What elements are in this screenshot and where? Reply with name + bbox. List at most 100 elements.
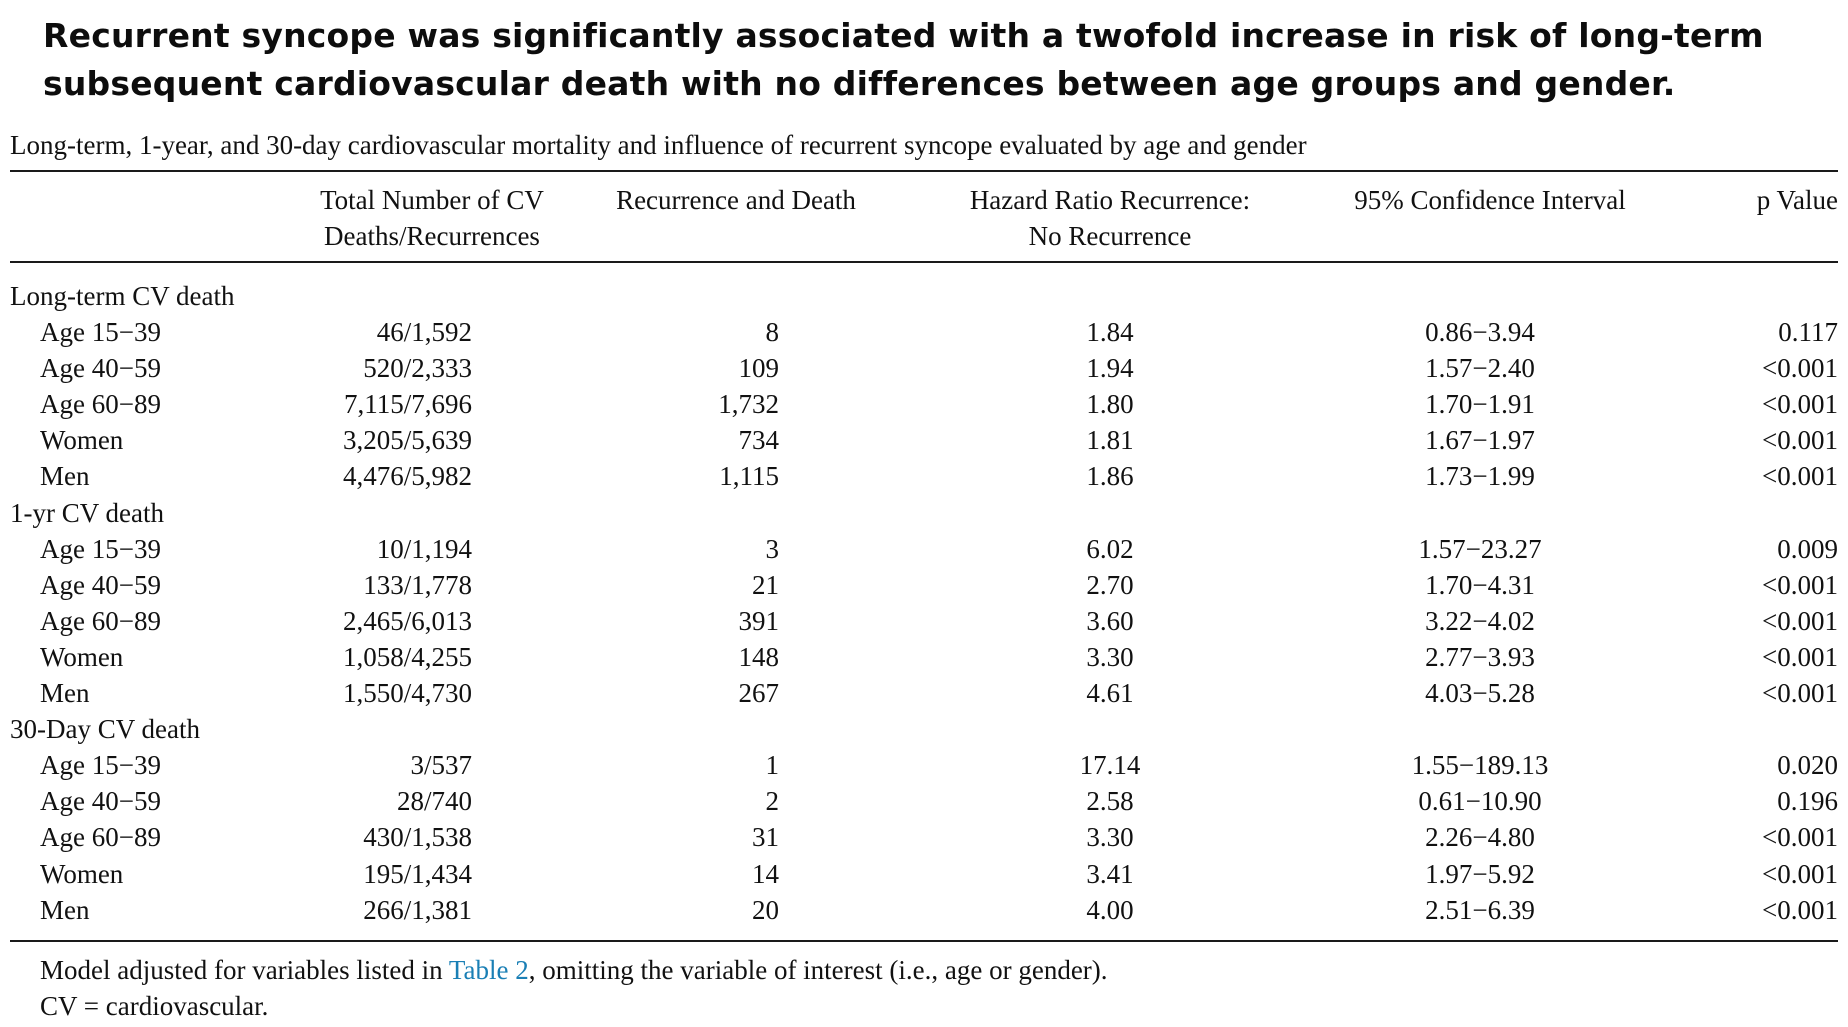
- table-row: Age 40−59 520/2,333 109 1.94 1.57−2.40 <0.001: [10, 350, 1838, 386]
- cell-hazard-ratio-text: 1.86: [1086, 461, 1134, 492]
- cell-p-value: 0.009: [1777, 533, 1838, 564]
- row-label: Age 60−89: [40, 605, 161, 636]
- cell-total: 1,550/4,730: [342, 678, 472, 709]
- row-label: Women: [40, 858, 124, 889]
- cell-p-value: <0.001: [1762, 858, 1838, 889]
- row-label: Age 15−39: [40, 533, 161, 564]
- cell-recurrence: 3: [765, 533, 780, 564]
- table-row: Age 40−59 133/1,778 21 2.70 1.70−4.31 <0.001: [10, 567, 1838, 603]
- row-label: Men: [40, 461, 90, 492]
- cell-p-value: <0.001: [1762, 894, 1838, 925]
- table-row: Men 4,476/5,982 1,115 1.86 1.73−1.99 <0.001: [10, 458, 1838, 494]
- cell-confidence-interval-text: 2.77−3.93: [1425, 641, 1535, 672]
- column-header-ci: 95% Confidence Interval: [1330, 182, 1650, 218]
- cell-recurrence: 1: [765, 750, 780, 781]
- cell-confidence-interval-text: 1.57−23.27: [1418, 533, 1542, 564]
- cell-hazard-ratio-text: 3.30: [1086, 822, 1134, 853]
- column-header-p: p Value: [1700, 182, 1838, 218]
- section-row: 1-yr CV death: [10, 495, 1838, 531]
- cell-recurrence: 8: [765, 317, 780, 348]
- cell-total: 2,465/6,013: [342, 605, 472, 636]
- section-label: Long-term CV death: [10, 281, 235, 311]
- row-label: Age 40−59: [40, 569, 161, 600]
- column-header-hazard-line1: Hazard Ratio Recurrence:: [969, 185, 1251, 215]
- cell-recurrence: 14: [752, 858, 779, 889]
- table-2-link[interactable]: Table 2: [448, 955, 529, 985]
- table-top-rule: [10, 170, 1838, 172]
- row-label: Age 40−59: [40, 786, 161, 817]
- cell-recurrence: 1,115: [719, 461, 779, 492]
- cell-hazard-ratio-text: 2.58: [1086, 786, 1134, 817]
- cell-p-value: <0.001: [1762, 569, 1838, 600]
- row-label: Age 15−39: [40, 750, 161, 781]
- cell-confidence-interval-text: 4.03−5.28: [1425, 678, 1535, 709]
- cell-p-value: 0.020: [1777, 750, 1838, 781]
- cell-hazard-ratio-text: 1.84: [1086, 317, 1134, 348]
- cell-p-value: <0.001: [1762, 353, 1838, 384]
- section-row: 30-Day CV death: [10, 711, 1838, 747]
- table-row: Men 266/1,381 20 4.00 2.51−6.39 <0.001: [10, 892, 1838, 928]
- cell-confidence-interval-text: 2.51−6.39: [1425, 894, 1535, 925]
- cell-hazard-ratio-text: 3.30: [1086, 641, 1134, 672]
- table-row: Women 1,058/4,255 148 3.30 2.77−3.93 <0.001: [10, 639, 1838, 675]
- cell-recurrence: 1,732: [718, 389, 779, 420]
- cell-recurrence: 2: [765, 786, 780, 817]
- cell-total: 266/1,381: [363, 894, 472, 925]
- column-header-recurrence: Recurrence and Death: [586, 182, 886, 218]
- table-row: Age 15−39 46/1,592 8 1.84 0.86−3.94 0.117: [10, 314, 1838, 350]
- cell-hazard-ratio-text: 1.94: [1086, 353, 1134, 384]
- table-row: Age 15−39 10/1,194 3 6.02 1.57−23.27 0.009: [10, 531, 1838, 567]
- cell-hazard-ratio-text: 4.61: [1086, 678, 1134, 709]
- section-label: 30-Day CV death: [10, 714, 200, 745]
- table-header-rule: [10, 261, 1838, 263]
- cell-total: 3/537: [410, 750, 472, 781]
- cell-confidence-interval-text: 0.61−10.90: [1418, 786, 1542, 817]
- cell-confidence-interval-text: 1.70−4.31: [1425, 569, 1535, 600]
- cell-confidence-interval-text: 1.73−1.99: [1425, 461, 1535, 492]
- section-row: Long-term CV death: [10, 278, 1838, 314]
- cell-p-value: 0.196: [1777, 786, 1838, 817]
- cell-hazard-ratio-text: 3.60: [1086, 605, 1134, 636]
- column-header-total: Total Number of CV Deaths/Recurrences: [222, 182, 642, 254]
- cell-total: 430/1,538: [363, 822, 472, 853]
- footnote-abbreviation: CV = cardiovascular.: [40, 991, 269, 1021]
- cell-p-value: <0.001: [1762, 641, 1838, 672]
- table-row: Women 195/1,434 14 3.41 1.97−5.92 <0.001: [10, 856, 1838, 892]
- cell-total: 46/1,592: [376, 317, 472, 348]
- row-label: Women: [40, 425, 124, 456]
- cell-p-value: <0.001: [1762, 605, 1838, 636]
- cell-total: 195/1,434: [363, 858, 472, 889]
- cell-hazard-ratio-text: 3.41: [1086, 858, 1134, 889]
- cell-total: 3,205/5,639: [342, 425, 472, 456]
- table-row: Men 1,550/4,730 267 4.61 4.03−5.28 <0.001: [10, 675, 1838, 711]
- cell-recurrence: 21: [752, 569, 779, 600]
- cell-total: 1,058/4,255: [342, 641, 472, 672]
- column-header-ci-line1: 95% Confidence Interval: [1354, 185, 1626, 215]
- cell-hazard-ratio-text: 6.02: [1086, 533, 1134, 564]
- row-label: Age 60−89: [40, 822, 161, 853]
- table-bottom-rule: [10, 940, 1838, 942]
- cell-recurrence: 148: [738, 641, 780, 672]
- row-label: Age 40−59: [40, 353, 161, 384]
- cell-hazard-ratio-text: 1.81: [1086, 425, 1134, 456]
- table-row: Age 60−89 2,465/6,013 391 3.60 3.22−4.02 <0.0…: [10, 603, 1838, 639]
- footnote-model: Model adjusted for variables listed in T…: [40, 952, 1108, 988]
- table-body: Long-term CV death Age 15−39 46/1,592 8 1.84…: [10, 278, 1838, 928]
- cell-p-value: 0.117: [1778, 317, 1838, 348]
- column-header-total-line1: Total Number of CV: [320, 185, 544, 215]
- column-header-p-line1: p Value: [1756, 185, 1838, 215]
- cell-confidence-interval-text: 1.70−1.91: [1425, 389, 1535, 420]
- column-header-recurrence-line1: Recurrence and Death: [616, 185, 856, 215]
- table-row: Age 40−59 28/740 2 2.58 0.61−10.90 0.196: [10, 783, 1838, 819]
- cell-confidence-interval-text: 1.57−2.40: [1425, 353, 1535, 384]
- column-header-hazard-line2: No Recurrence: [1028, 221, 1192, 251]
- cell-total: 10/1,194: [376, 533, 472, 564]
- column-header-total-line2: Deaths/Recurrences: [324, 221, 540, 251]
- cell-confidence-interval-text: 1.67−1.97: [1425, 425, 1535, 456]
- cell-p-value: <0.001: [1762, 822, 1838, 853]
- row-label: Women: [40, 641, 124, 672]
- cell-recurrence: 109: [738, 353, 780, 384]
- table-row: Age 60−89 430/1,538 31 3.30 2.26−4.80 <0.001: [10, 819, 1838, 855]
- cell-p-value: <0.001: [1762, 678, 1838, 709]
- column-header-hazard: Hazard Ratio Recurrence: No Recurrence: [935, 182, 1285, 254]
